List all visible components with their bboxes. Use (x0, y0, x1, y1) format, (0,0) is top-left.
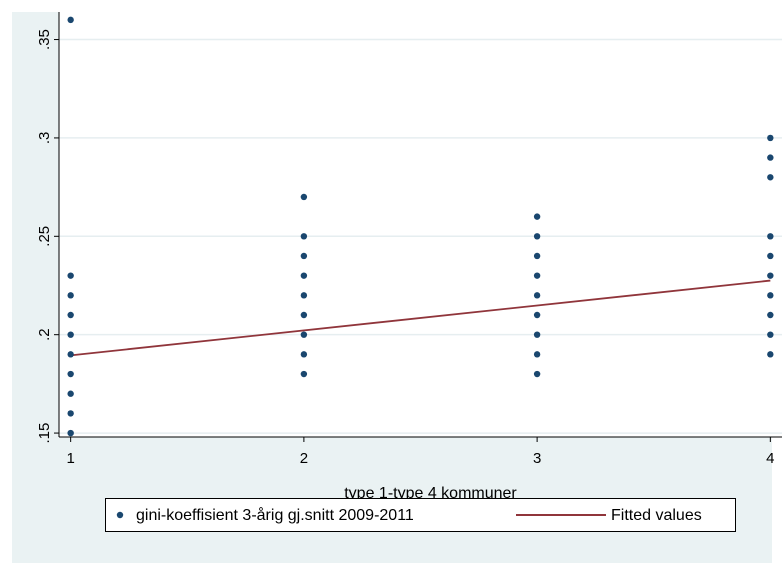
scatter-point (767, 331, 774, 338)
scatter-point (300, 292, 308, 299)
scatter-point (300, 370, 308, 378)
scatter-point (767, 233, 774, 240)
scatter-point (67, 292, 74, 299)
scatter-point (533, 292, 541, 299)
scatter-point (300, 193, 308, 201)
scatter-point (767, 174, 774, 181)
scatter-point (67, 370, 74, 378)
scatter-point (67, 16, 74, 24)
plot-area (59, 12, 782, 437)
scatter-point (300, 252, 308, 260)
scatter-point (767, 252, 774, 260)
scatter-point (533, 311, 541, 319)
scatter-point (67, 390, 74, 397)
fitted-line (70, 279, 771, 357)
scatter-point (300, 233, 308, 240)
scatter-point (67, 410, 74, 417)
scatter-point (67, 331, 74, 338)
legend-label-scatter: gini-koeffisient 3-årig gj.snitt 2009-20… (136, 507, 414, 524)
scatter-points (67, 16, 774, 437)
y-tick-label: .2 (36, 328, 53, 341)
scatter-point (67, 351, 74, 358)
y-tick-label: .25 (36, 226, 53, 247)
scatter-point (533, 370, 541, 378)
scatter-point (300, 272, 308, 279)
scatter-point (533, 351, 541, 358)
scatter-point (300, 351, 308, 358)
grid-lines (59, 38, 782, 434)
y-tick-label: .3 (36, 132, 53, 145)
scatter-point (300, 331, 308, 338)
scatter-point (67, 429, 74, 437)
scatter-point (767, 292, 774, 299)
scatter-point (67, 272, 74, 279)
legend-marker-fitted (516, 514, 606, 516)
fitted-line-layer (70, 279, 771, 357)
scatter-point (300, 311, 308, 319)
y-tick-label: .35 (36, 29, 53, 50)
scatter-point (767, 351, 774, 358)
scatter-point (533, 252, 541, 260)
scatter-point (533, 272, 541, 279)
axes: .15 .2 .25 .3 .35 1 2 3 4 (36, 12, 782, 467)
scatter-point (533, 213, 541, 220)
scatter-point (767, 311, 774, 319)
x-tick-label: 2 (300, 450, 308, 467)
scatter-point (767, 134, 774, 142)
x-tick-label: 3 (533, 450, 541, 467)
x-tick-label: 4 (766, 450, 774, 467)
legend-marker-scatter (116, 511, 124, 519)
y-tick-label: .15 (36, 423, 53, 444)
scatter-point (67, 311, 74, 319)
scatter-point (767, 272, 774, 279)
scatter-point (533, 331, 541, 338)
x-axis-title: type 1-type 4 kommuner (344, 485, 517, 502)
x-tick-label: 1 (66, 450, 74, 467)
legend: gini-koeffisient 3-årig gj.snitt 2009-20… (105, 498, 736, 532)
scatter-point (767, 154, 774, 161)
scatter-point (533, 233, 541, 240)
legend-label-fitted: Fitted values (611, 507, 702, 524)
